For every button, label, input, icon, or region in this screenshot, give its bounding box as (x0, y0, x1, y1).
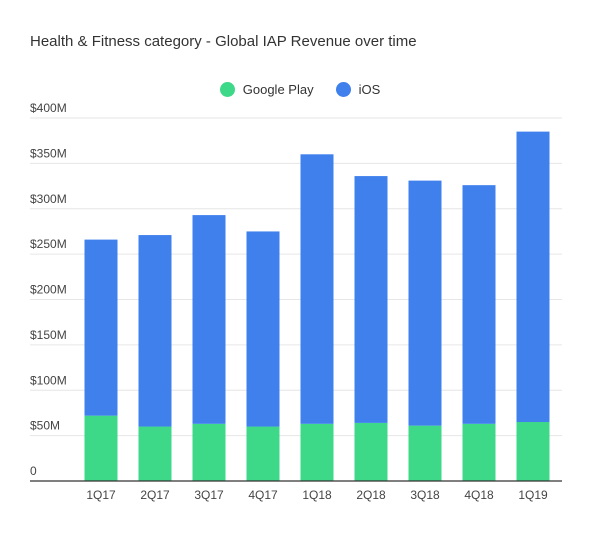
y-tick-label: $100M (30, 373, 67, 387)
bar-ios-1q19 (516, 131, 550, 423)
bar-ios-3q17 (192, 215, 226, 424)
bar-ios-3q18 (408, 180, 442, 426)
x-tick-label: 2Q18 (356, 488, 386, 502)
bar-google-play-2q17 (138, 426, 172, 481)
legend-item-google-play[interactable]: Google Play (219, 82, 314, 97)
x-tick-label: 2Q17 (140, 488, 170, 502)
bar-ios-4q18 (462, 185, 496, 424)
legend-item-ios[interactable]: iOS (335, 82, 381, 97)
bar-google-play-3q17 (192, 423, 226, 481)
x-tick-label: 3Q18 (410, 488, 440, 502)
legend-label-google-play: Google Play (242, 82, 314, 97)
x-tick-label: 1Q19 (518, 488, 548, 502)
legend-swatch-ios (335, 82, 351, 97)
x-tick-label: 1Q18 (302, 488, 332, 502)
y-tick-label: 0 (30, 464, 37, 478)
bar-google-play-2q18 (354, 422, 388, 481)
bar-google-play-1q17 (84, 415, 118, 481)
y-tick-label: $150M (30, 328, 67, 342)
legend: Google Play iOS (0, 82, 600, 97)
bar-google-play-1q18 (300, 423, 334, 481)
legend-label-ios: iOS (358, 82, 381, 97)
x-tick-label: 3Q17 (194, 488, 224, 502)
y-tick-label: $200M (30, 283, 67, 297)
x-tick-label: 1Q17 (86, 488, 116, 502)
chart-title: Health & Fitness category - Global IAP R… (30, 33, 417, 50)
y-tick-label: $50M (30, 419, 60, 433)
x-tick-label: 4Q17 (248, 488, 278, 502)
bar-google-play-4q17 (246, 426, 280, 481)
bar-google-play-4q18 (462, 423, 496, 481)
y-tick-label: $400M (30, 101, 67, 115)
bar-ios-2q17 (138, 235, 172, 427)
y-tick-label: $300M (30, 192, 67, 206)
bar-google-play-1q19 (516, 422, 550, 481)
bar-google-play-3q18 (408, 425, 442, 481)
bar-ios-1q17 (84, 239, 118, 416)
bar-ios-4q17 (246, 231, 280, 427)
legend-swatch-google-play (219, 82, 235, 97)
y-tick-label: $250M (30, 237, 67, 251)
y-tick-label: $350M (30, 146, 67, 160)
bar-ios-2q18 (354, 176, 388, 423)
x-tick-label: 4Q18 (464, 488, 494, 502)
bar-ios-1q18 (300, 154, 334, 424)
